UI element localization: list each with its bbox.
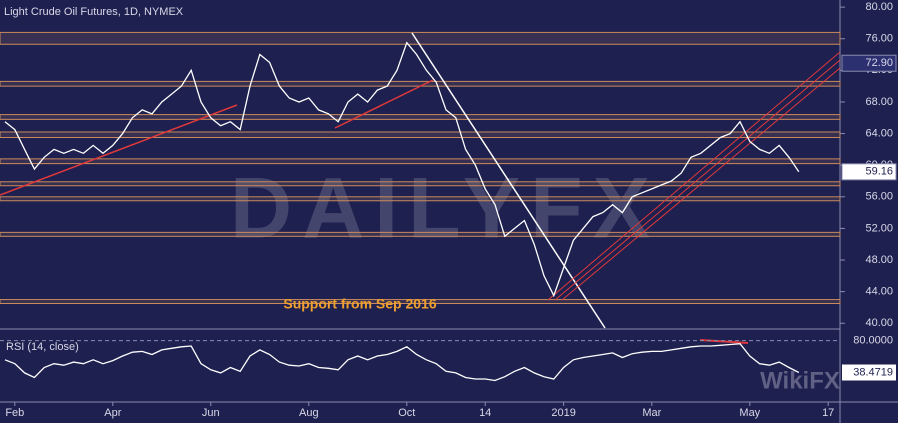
rsi-title: RSI (14, close) [6, 341, 79, 353]
x-tick-label: 17 [822, 407, 834, 419]
price-label-box [841, 54, 897, 72]
y-tick-label: 64.00 [865, 127, 893, 139]
price-zone [0, 131, 841, 139]
x-tick-label: Feb [5, 407, 24, 419]
x-tick-label: 14 [479, 407, 491, 419]
x-tick-label: Aug [299, 407, 319, 419]
y-tick-label: 40.00 [865, 317, 893, 329]
y-tick-label: 80.00 [865, 1, 893, 13]
price-line [4, 41, 800, 298]
rsi-label: 38.4719 [853, 366, 893, 378]
x-tick-label: May [739, 407, 760, 419]
watermark: WikiFX [760, 367, 840, 394]
price-label: 72.90 [865, 57, 893, 69]
channel-line [554, 59, 841, 301]
x-tick-label: Jun [202, 407, 220, 419]
x-tick-label: Oct [398, 407, 415, 419]
channel-line [547, 51, 841, 301]
price-zone [0, 80, 841, 87]
y-tick-label: 44.00 [865, 286, 893, 298]
price-label: 59.16 [865, 166, 893, 178]
chart-title: Light Crude Oil Futures, 1D, NYMEX [4, 6, 184, 18]
x-tick-label: Mar [642, 407, 661, 419]
y-tick-label: 52.00 [865, 222, 893, 234]
price-zone [0, 196, 841, 202]
watermark: DAILYFX [230, 161, 660, 257]
x-tick-label: 2019 [551, 407, 575, 419]
price-zone [0, 231, 841, 237]
rsi-label-box [842, 364, 896, 381]
y-tick-label: 76.00 [865, 33, 893, 45]
price-label-box [841, 163, 897, 181]
y-tick-label: 56.00 [865, 191, 893, 203]
price-zone [0, 31, 841, 45]
price-zone [0, 181, 841, 187]
x-tick-label: Apr [104, 407, 121, 419]
annotation: Support from Sep 2016 [283, 296, 436, 312]
trendline [0, 104, 238, 196]
price-zone [0, 114, 841, 120]
y-tick-label: 68.00 [865, 96, 893, 108]
channel-line [561, 67, 841, 301]
y-tick-label: 80.0000 [853, 335, 893, 347]
price-zone [0, 158, 841, 165]
y-tick-label: 48.00 [865, 254, 893, 266]
price-zone [0, 299, 841, 304]
price-line [4, 343, 800, 382]
trendline [334, 79, 434, 129]
